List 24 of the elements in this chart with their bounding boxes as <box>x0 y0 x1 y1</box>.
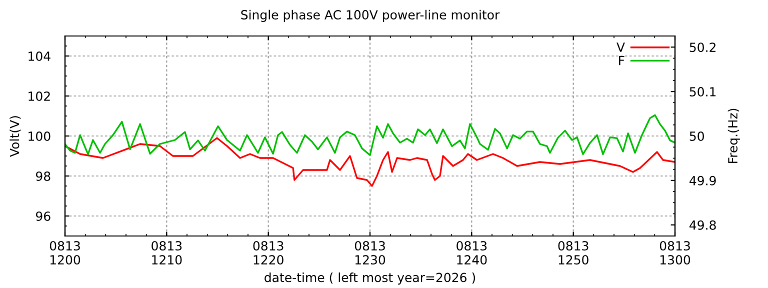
y-tick-label: 104 <box>28 51 50 61</box>
y2-axis-title: Freq.(Hz) <box>728 108 740 163</box>
x-tick-label: 0813 1240 <box>456 241 487 265</box>
line-series <box>65 114 675 156</box>
x-tick-label: 0813 1230 <box>354 241 386 265</box>
chart-title: Single phase AC 100V power-line monitor <box>241 10 500 22</box>
y2-tick-label: 49.9 <box>690 176 716 186</box>
x-tick-label: 0813 1210 <box>152 241 182 265</box>
x-tick-label: 0813 1200 <box>50 241 80 265</box>
x-tick-label: 0813 1300 <box>660 241 690 265</box>
x-tick-label: 0813 1250 <box>558 241 588 265</box>
y2-tick-label: 50.2 <box>690 42 716 52</box>
y-tick-label: 102 <box>28 91 50 101</box>
y-axis-title: Volt(V) <box>10 116 21 157</box>
y-tick-label: 100 <box>28 131 50 141</box>
y2-tick-label: 49.8 <box>690 220 716 230</box>
x-axis-title: date-time ( left most year=2026 ) <box>264 272 476 285</box>
legend-label: V <box>616 42 625 52</box>
legend-label: F <box>619 56 624 66</box>
y-tick-label: 96 <box>36 211 50 221</box>
y2-tick-label: 50.1 <box>690 87 716 96</box>
y-tick-label: 98 <box>36 171 50 181</box>
y2-tick-label: 50 <box>690 131 704 141</box>
line-series <box>65 137 675 187</box>
